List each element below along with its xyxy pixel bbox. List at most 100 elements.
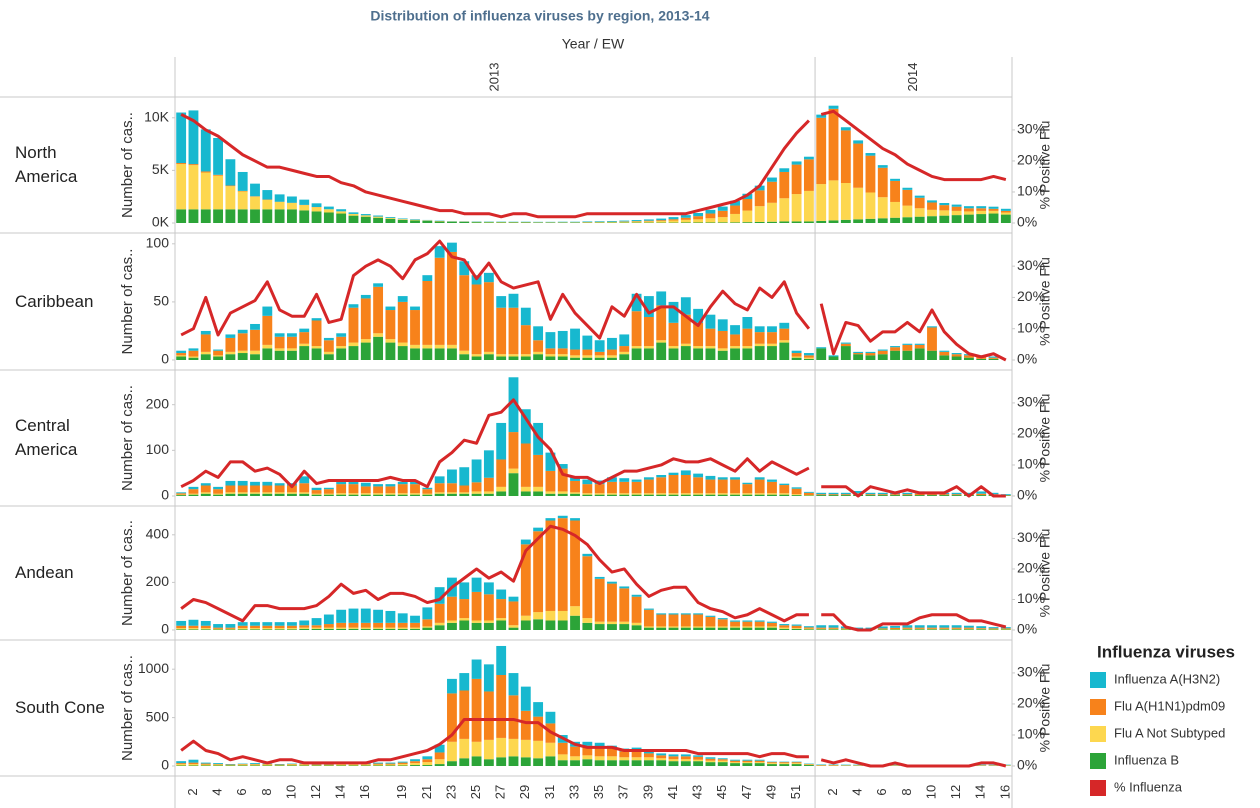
bar-segment bbox=[410, 220, 420, 223]
bar-segment bbox=[730, 759, 740, 761]
bar-segment bbox=[508, 625, 519, 628]
bar-segment bbox=[237, 629, 248, 630]
bar-segment bbox=[914, 197, 925, 209]
bar-segment bbox=[274, 628, 285, 630]
bar-segment bbox=[434, 625, 445, 630]
bar-segment bbox=[816, 629, 827, 630]
bar-segment bbox=[520, 325, 531, 355]
bar-segment bbox=[779, 171, 790, 199]
bar-segment bbox=[225, 628, 236, 630]
bar-segment bbox=[496, 589, 507, 600]
bar-segment bbox=[791, 495, 802, 496]
bar-segment bbox=[791, 625, 802, 629]
bar-segment bbox=[779, 485, 790, 494]
bar-segment bbox=[188, 625, 199, 629]
bar-segment bbox=[631, 760, 642, 766]
bar-segment bbox=[951, 354, 962, 357]
bar-segment bbox=[840, 127, 851, 131]
bar-segment bbox=[200, 493, 211, 496]
bar-segment bbox=[434, 257, 445, 345]
bar-segment bbox=[459, 758, 470, 766]
bar-segment bbox=[496, 620, 507, 630]
bar-segment bbox=[939, 203, 950, 206]
bar-segment bbox=[373, 217, 384, 223]
bar-segment bbox=[976, 358, 987, 360]
bar-segment bbox=[176, 763, 187, 765]
bar-segment bbox=[348, 346, 359, 360]
bar-segment bbox=[779, 763, 790, 765]
bar-segment bbox=[927, 202, 937, 210]
bar-segment bbox=[373, 763, 384, 765]
bar-segment bbox=[693, 216, 704, 220]
bar-segment bbox=[976, 491, 987, 494]
bar-segment bbox=[767, 762, 777, 764]
bar-segment bbox=[508, 222, 519, 223]
bar-segment bbox=[287, 622, 297, 626]
bar-segment bbox=[939, 629, 950, 630]
bar-segment bbox=[397, 622, 408, 628]
bar-segment bbox=[200, 172, 211, 210]
bar-segment bbox=[607, 337, 617, 350]
bar-segment bbox=[336, 493, 347, 495]
bar-segment bbox=[927, 326, 937, 328]
bar-segment bbox=[705, 757, 716, 759]
bar-segment bbox=[717, 330, 728, 349]
bar-segment bbox=[988, 208, 999, 211]
bar-segment bbox=[791, 357, 802, 360]
bar-segment bbox=[533, 340, 544, 352]
bar-segment bbox=[594, 484, 605, 494]
bar-segment bbox=[656, 613, 667, 615]
bar-segment bbox=[693, 213, 704, 217]
bar-segment bbox=[680, 754, 691, 757]
bar-segment bbox=[742, 763, 753, 766]
x-tick-label: 10 bbox=[283, 785, 298, 799]
bar-segment bbox=[988, 210, 999, 214]
bar-segment bbox=[200, 334, 211, 352]
bar-segment bbox=[471, 577, 482, 592]
x-tick-label: 4 bbox=[850, 788, 865, 795]
bar-segment bbox=[397, 628, 408, 630]
bar-segment bbox=[570, 606, 580, 616]
bar-segment bbox=[176, 353, 187, 356]
bar-segment bbox=[779, 342, 790, 360]
bar-segment bbox=[348, 304, 359, 308]
bar-segment bbox=[434, 603, 445, 623]
bar-segment bbox=[828, 492, 839, 495]
bar-segment bbox=[656, 221, 667, 223]
bar-segment bbox=[237, 492, 248, 494]
bar-segment bbox=[311, 487, 322, 491]
bar-segment bbox=[890, 217, 900, 223]
bar-segment bbox=[348, 627, 359, 629]
bar-segment bbox=[520, 443, 531, 487]
y-axis-title: Number of cas.. bbox=[119, 249, 136, 355]
bar-segment bbox=[803, 358, 814, 360]
bar-segment bbox=[803, 221, 814, 223]
bar-segment bbox=[422, 344, 433, 349]
bar-segment bbox=[348, 342, 359, 347]
bar-segment bbox=[963, 625, 974, 628]
bar-segment bbox=[262, 190, 273, 200]
bar-segment bbox=[508, 627, 519, 630]
bar-segment bbox=[754, 346, 765, 360]
bar-segment bbox=[176, 163, 187, 165]
bar-segment bbox=[914, 627, 925, 629]
bar-segment bbox=[570, 756, 580, 761]
bar-segment bbox=[779, 628, 790, 630]
bar-segment bbox=[496, 675, 507, 738]
region-label: South Cone bbox=[15, 698, 105, 717]
bar-segment bbox=[323, 337, 334, 341]
bar-segment bbox=[188, 493, 199, 495]
bar-segment bbox=[434, 483, 445, 493]
bar-segment bbox=[791, 221, 802, 223]
bar-segment bbox=[373, 333, 384, 337]
bar-segment bbox=[570, 480, 580, 493]
bar-segment bbox=[447, 693, 457, 742]
bar-segment bbox=[594, 578, 605, 622]
bar-segment bbox=[397, 346, 408, 360]
bar-segment bbox=[360, 627, 371, 629]
bar-segment bbox=[348, 215, 359, 223]
bar-segment bbox=[680, 627, 691, 630]
bar-segment bbox=[188, 628, 199, 630]
bar-segment bbox=[533, 527, 544, 532]
bar-segment bbox=[988, 628, 999, 630]
